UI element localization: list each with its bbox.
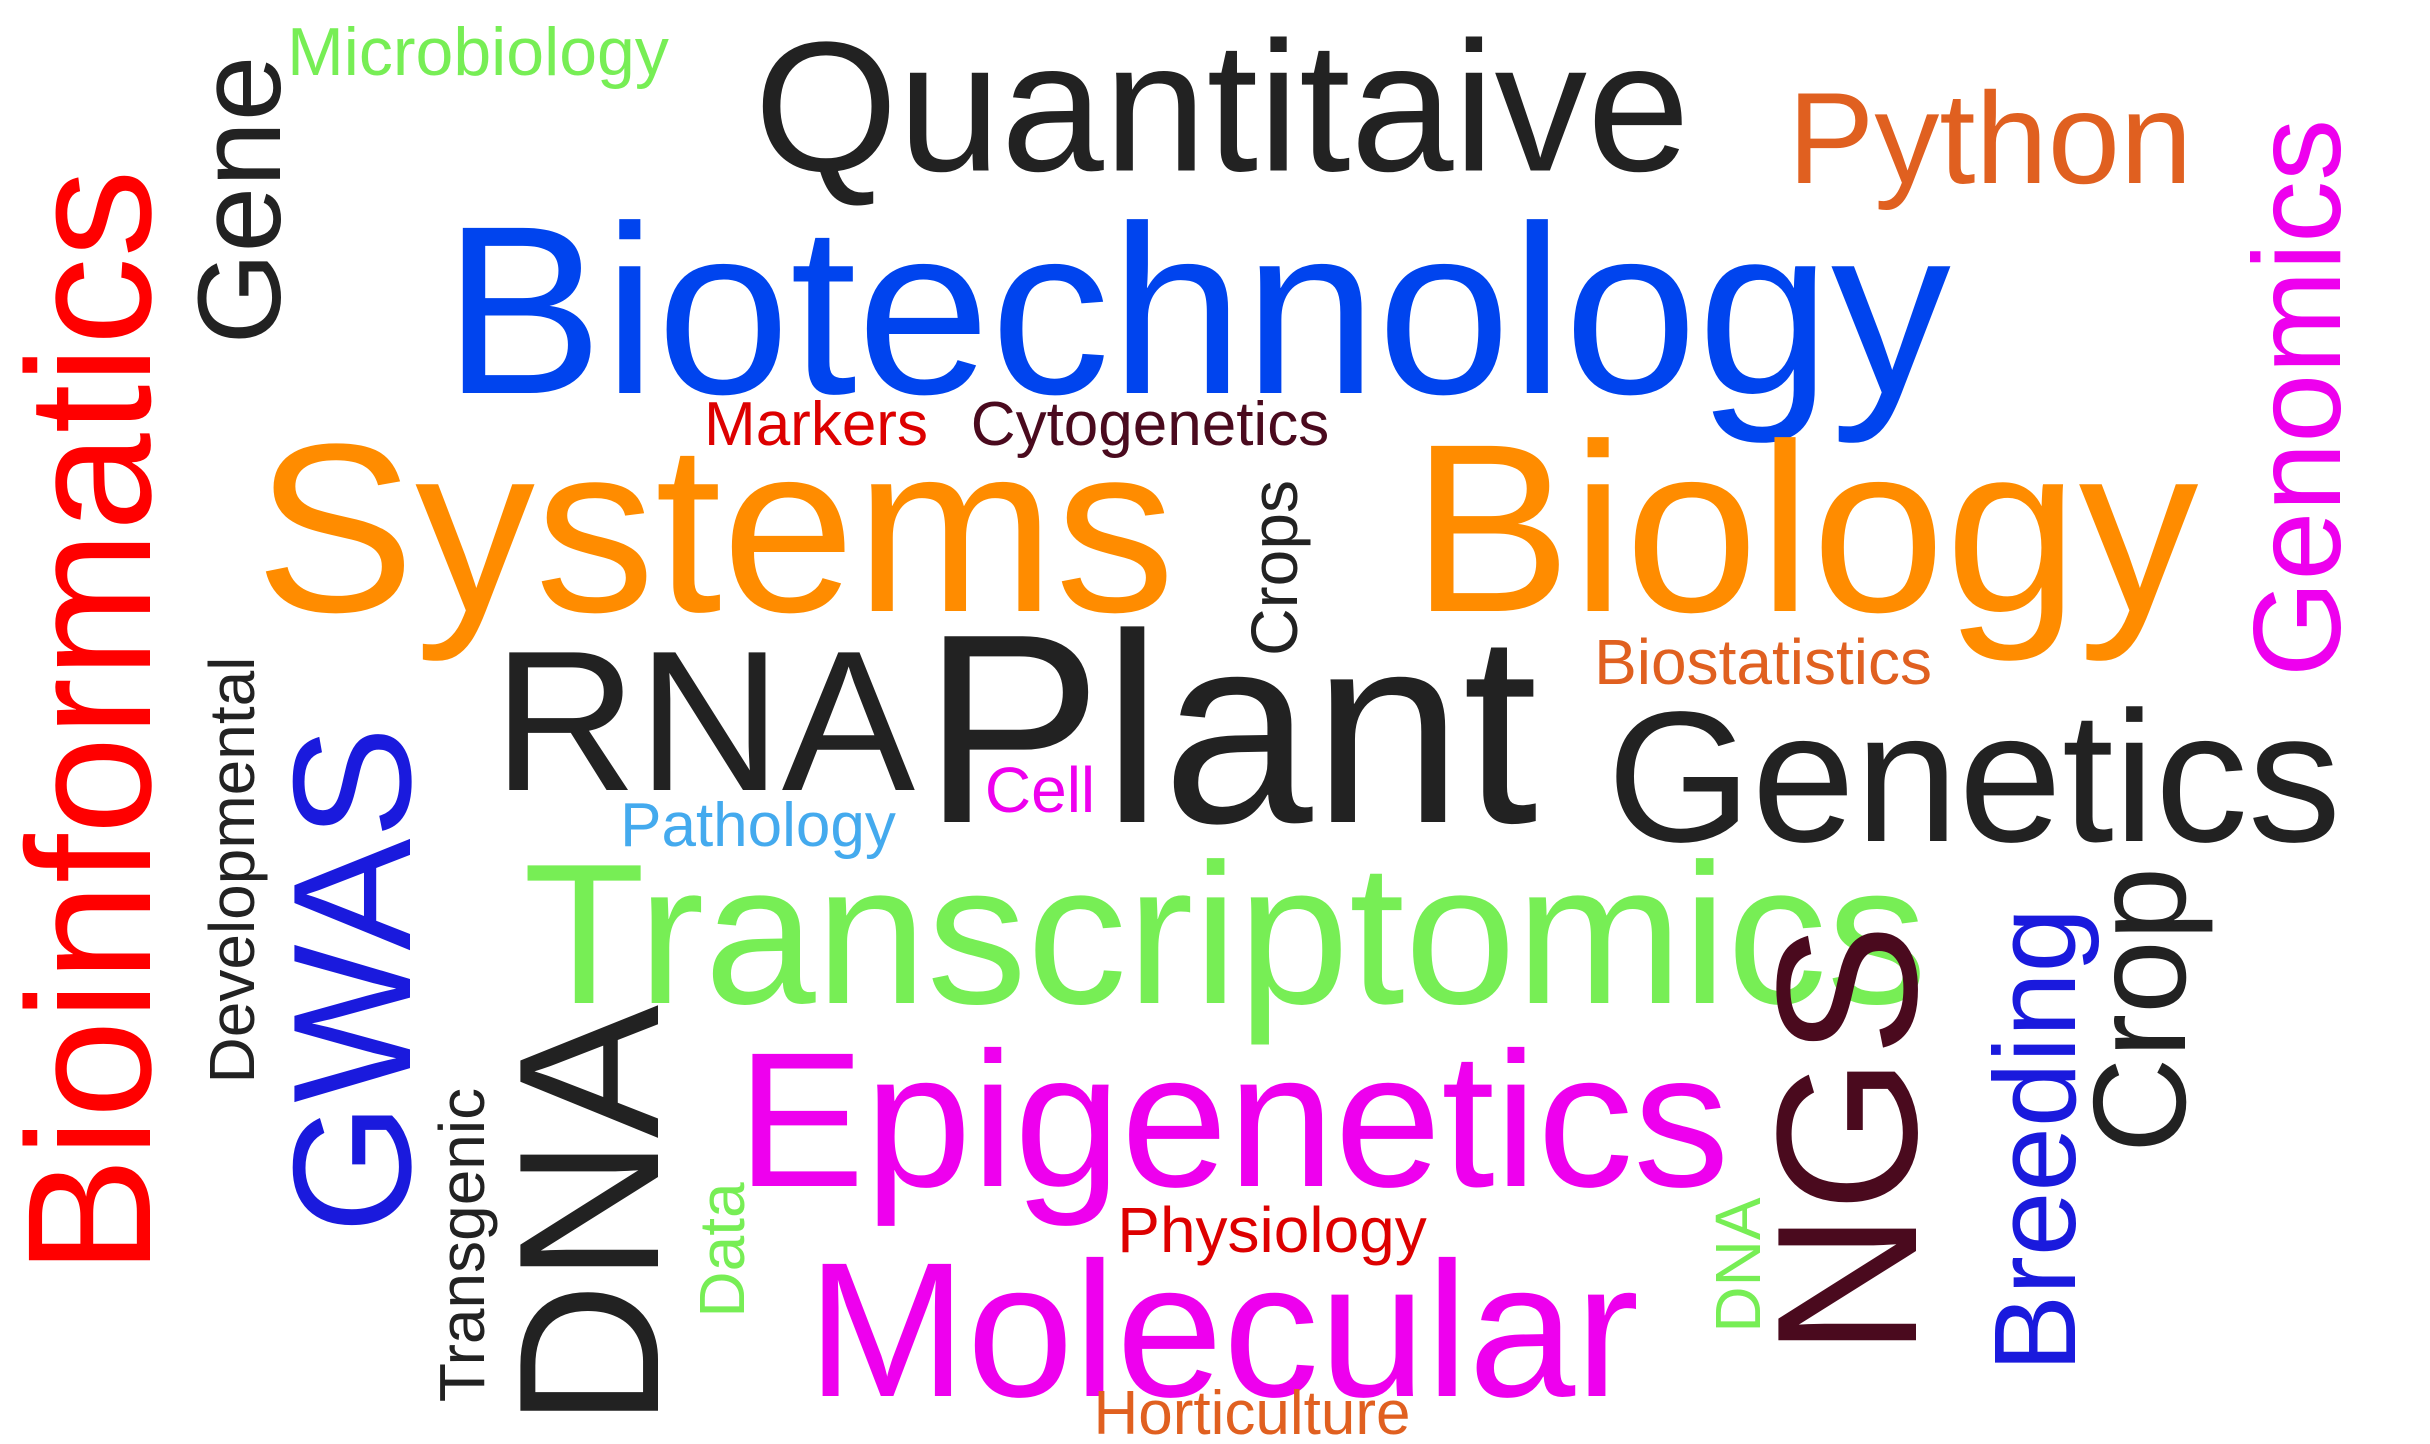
word-rna: RNA: [492, 610, 916, 833]
word-biotechnology: Biotechnology: [443, 176, 1951, 444]
word-gene: Gene: [174, 55, 306, 345]
word-genomics: Genomics: [2229, 118, 2367, 678]
word-data: Data: [686, 1182, 758, 1318]
word-quantitaive: Quantitaive: [754, 4, 1690, 211]
word-physiology: Physiology: [1117, 1194, 1427, 1266]
word-dna-large: DNA: [478, 1004, 701, 1428]
word-dna-small: DNA: [1702, 1197, 1774, 1333]
word-developmental: Developmental: [196, 656, 268, 1084]
word-python: Python: [1787, 65, 2193, 211]
word-cell: Cell: [984, 754, 1096, 826]
word-pathology: Pathology: [620, 791, 896, 860]
word-genetics: Genetics: [1606, 674, 2342, 881]
word-gwas: GWAS: [258, 726, 446, 1234]
word-ngs: NGS: [1736, 923, 1959, 1357]
word-systems: Systems: [254, 394, 1176, 662]
word-biology: Biology: [1411, 394, 2199, 662]
word-biostatistics: Biostatistics: [1594, 626, 1932, 698]
word-epigenetics: Epigenetics: [736, 1012, 1730, 1227]
word-horticulture: Horticulture: [1093, 1379, 1411, 1444]
word-transcriptomics: Transcriptomics: [523, 823, 1927, 1046]
word-plant: Plant: [922, 579, 1538, 880]
word-markers: Markers: [704, 390, 928, 459]
word-breeding: Breeding: [1970, 907, 2100, 1373]
word-molecular: Molecular: [806, 1222, 1640, 1437]
word-cytogenetics: Cytogenetics: [970, 390, 1330, 459]
word-bioinformatics: Bioinformatics: [0, 169, 188, 1275]
word-microbiology: Microbiology: [287, 14, 669, 90]
